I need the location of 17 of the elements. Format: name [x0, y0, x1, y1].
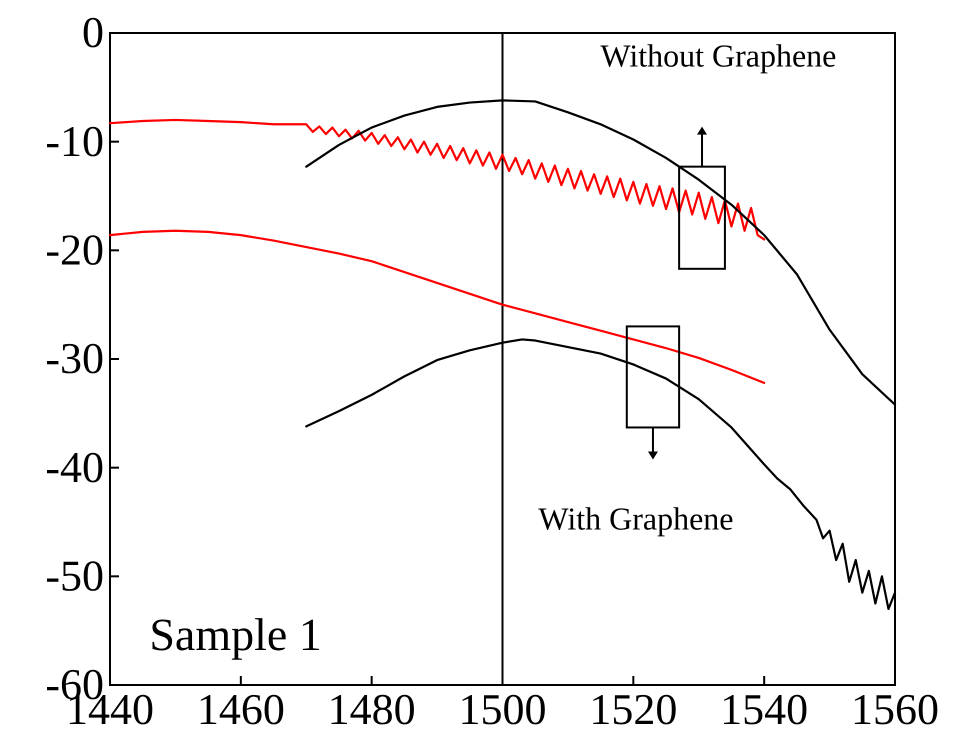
x-tick-label: 1480	[328, 685, 416, 734]
annotation: Sample 1	[149, 608, 322, 660]
y-tick-label: -30	[45, 334, 104, 384]
x-tick-label: 1540	[720, 685, 808, 734]
x-tick-label: 1460	[196, 685, 285, 734]
line-series	[108, 230, 766, 384]
y-tick-label: -50	[45, 551, 104, 600]
annotation: Without Graphene	[600, 37, 836, 74]
x-tick-label: 1520	[589, 685, 678, 734]
y-tick-label: 0	[82, 8, 104, 58]
x-tick-label: 1560	[851, 685, 939, 734]
y-tick-label: -20	[45, 225, 104, 274]
y-tick-label: -10	[45, 116, 104, 166]
x-tick-label: 1500	[458, 685, 546, 734]
y-tick-label: -40	[45, 442, 104, 492]
annotation: With Graphene	[538, 500, 734, 536]
line-series	[108, 118, 766, 241]
